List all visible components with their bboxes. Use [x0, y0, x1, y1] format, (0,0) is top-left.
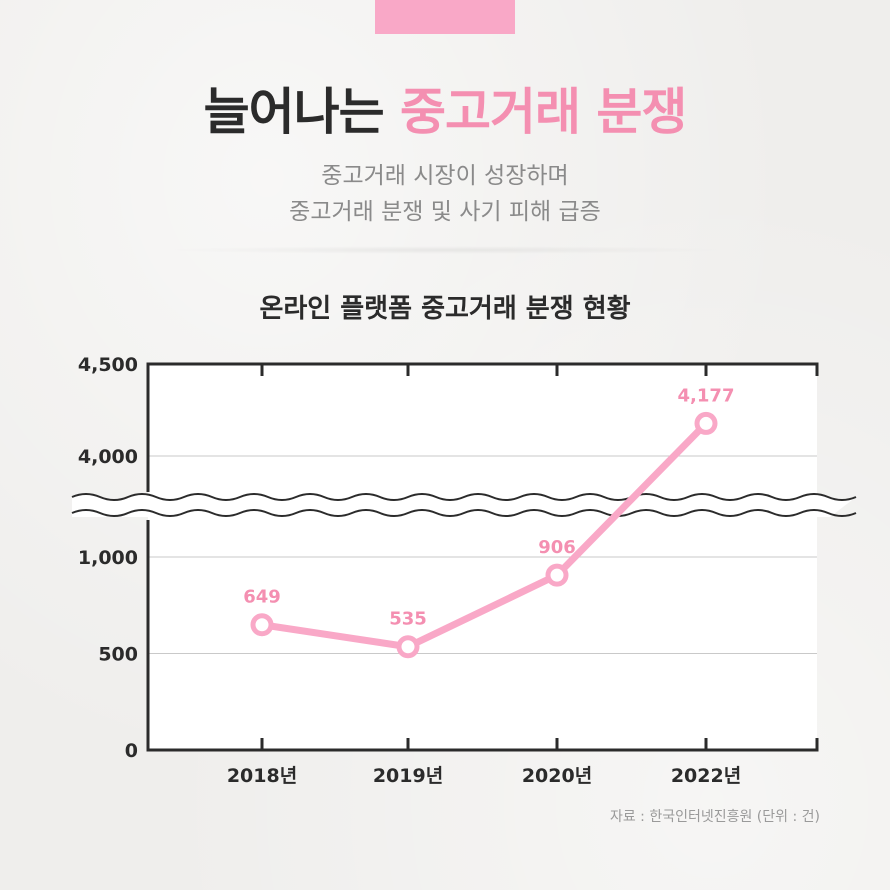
data-points	[250, 411, 718, 659]
section-divider	[160, 246, 730, 254]
data-point	[694, 411, 718, 435]
axis-break-wave-lower	[71, 509, 857, 517]
data-label: 649	[243, 587, 281, 608]
title-main: 늘어나는	[203, 83, 385, 141]
top-tab-decoration	[375, 0, 515, 34]
x-axis	[146, 738, 819, 752]
y-tick-label: 4,500	[78, 354, 138, 376]
data-point	[545, 563, 569, 587]
subtitle-line-1: 중고거래 시장이 성장하며	[321, 163, 569, 189]
page-subtitle: 중고거래 시장이 성장하며 중고거래 분쟁 및 사기 피해 급증	[0, 158, 890, 230]
y-tick-label: 1,000	[78, 547, 138, 569]
series-line	[258, 419, 710, 651]
data-labels: 649 535 906 4,177	[243, 385, 734, 629]
x-tick-label: 2020년	[522, 765, 592, 787]
grid-lines	[148, 455, 817, 654]
axis-break	[71, 493, 857, 517]
data-point	[396, 635, 420, 659]
x-tick-label: 2022년	[671, 765, 741, 787]
y-tick-label: 0	[125, 740, 138, 762]
axes	[146, 362, 819, 752]
x-tick-label: 2018년	[227, 765, 297, 787]
chart-title: 온라인 플랫폼 중고거래 분쟁 현황	[259, 294, 631, 324]
axis-break-band	[72, 494, 856, 517]
source-note: 자료 : 한국인터넷진흥원 (단위 : 건)	[609, 809, 820, 825]
series-line-layer	[258, 419, 710, 651]
data-label: 535	[389, 609, 427, 630]
y-tick-label: 500	[98, 644, 138, 666]
data-label: 4,177	[678, 385, 735, 406]
title-accent: 중고거래 분쟁	[400, 83, 687, 141]
data-label: 906	[538, 537, 576, 558]
y-tick-label: 4,000	[78, 446, 138, 468]
x-tick-label: 2019년	[373, 765, 443, 787]
data-point	[250, 613, 274, 637]
axis-break-wave-upper	[71, 493, 857, 501]
x-tick-labels: 2018년 2019년 2020년 2022년	[227, 765, 741, 787]
y-tick-labels: 0 500 1,000 4,000 4,500	[78, 354, 138, 762]
subtitle-line-2: 중고거래 분쟁 및 사기 피해 급증	[289, 199, 601, 225]
page-title: 늘어나는 중고거래 분쟁	[0, 72, 890, 144]
